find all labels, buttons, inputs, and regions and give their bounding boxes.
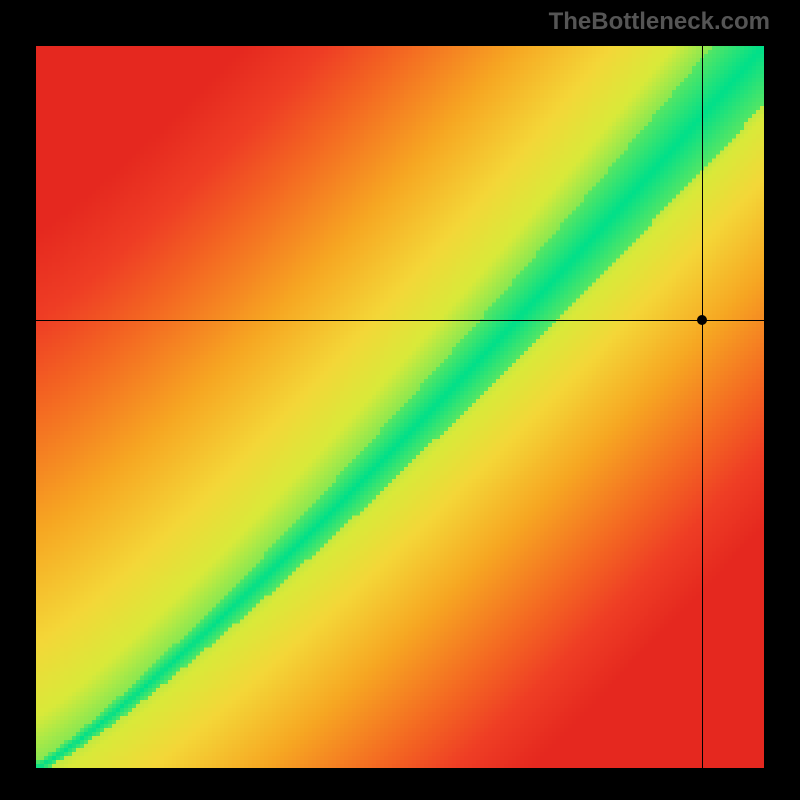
chart-container: TheBottleneck.com [0,0,800,800]
watermark-text: TheBottleneck.com [549,8,770,36]
marker-dot [697,315,707,325]
heatmap-canvas [36,46,764,768]
heatmap-plot [36,46,764,768]
crosshair-horizontal [36,320,764,321]
crosshair-vertical [702,46,703,768]
